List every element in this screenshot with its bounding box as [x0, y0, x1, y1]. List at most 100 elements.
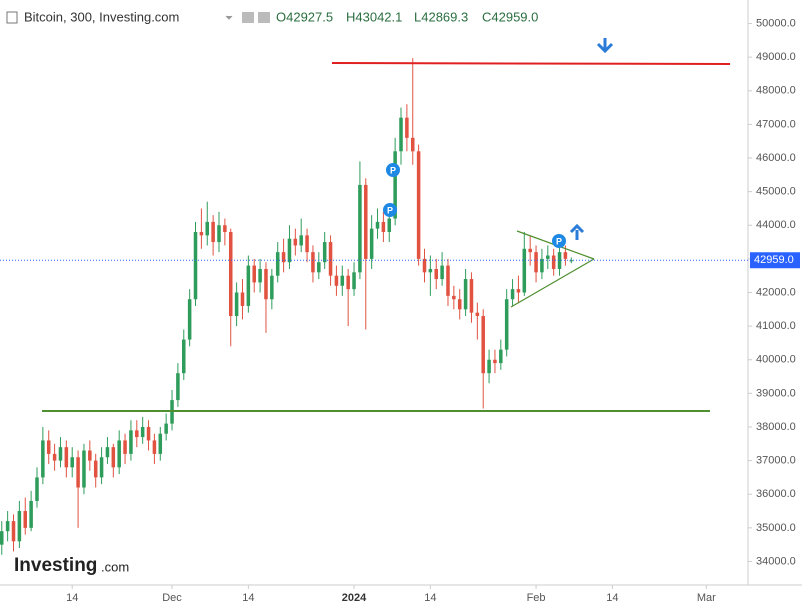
candle-body [393, 151, 397, 219]
y-tick-label: 44000.0 [756, 219, 796, 231]
ohlc-high: H43042.1 [346, 9, 402, 24]
candle-body [369, 228, 374, 259]
plot-area [0, 58, 574, 555]
candle-body [234, 292, 239, 317]
arrow-down [596, 38, 614, 54]
candle-body [17, 511, 22, 542]
candle-body [381, 221, 386, 232]
candle-body [399, 117, 403, 152]
resistance-line [331, 62, 731, 65]
candle-body [29, 500, 33, 528]
candle-body [246, 265, 251, 306]
close-icon[interactable] [258, 12, 270, 23]
candle-body [228, 231, 233, 317]
last-price-label: 42959.0 [754, 254, 794, 266]
y-tick-label: 47000.0 [756, 118, 796, 130]
candle-body [111, 447, 116, 468]
collapse-icon[interactable] [6, 11, 18, 24]
candle-body [487, 359, 491, 374]
candle-body [311, 252, 315, 273]
candle-body [563, 252, 568, 259]
candle-body [140, 426, 145, 438]
y-tick-label: 41000.0 [756, 320, 796, 332]
y-tick-label: 48000.0 [756, 85, 796, 97]
candle-body [499, 349, 503, 364]
candle-body [557, 252, 562, 269]
settings-icon[interactable] [242, 12, 254, 23]
y-tick-label: 39000.0 [756, 387, 796, 399]
y-tick-label: 45000.0 [756, 186, 796, 198]
chart-title: Bitcoin, 300, Investing.com [24, 9, 179, 24]
x-tick-label: 14 [606, 592, 618, 604]
candle-body [322, 242, 327, 263]
candle-body [82, 450, 86, 488]
candle-body [358, 184, 362, 273]
candle-body [146, 426, 151, 441]
candle-body [504, 299, 509, 350]
candle-body [123, 440, 127, 454]
y-tick-label: 46000.0 [756, 152, 796, 164]
candle-body [58, 447, 63, 461]
candle-body [270, 275, 274, 300]
candle-body [405, 117, 409, 138]
candle-body [70, 457, 74, 468]
candle-body [493, 359, 497, 364]
candle-body [35, 477, 39, 501]
candle-body [182, 339, 186, 374]
candle-body [23, 511, 28, 528]
candle-body [205, 221, 210, 236]
candle-body [176, 373, 180, 401]
candle-body [76, 457, 80, 488]
candle-body [569, 260, 574, 262]
candle-body [551, 255, 556, 269]
candle-body [187, 299, 192, 340]
x-tick-label: Mar [697, 592, 716, 604]
candle-body [258, 268, 262, 283]
marker-icon [552, 234, 566, 248]
dropdown-caret[interactable] [225, 15, 233, 20]
candle-body [305, 235, 309, 253]
candle-body [446, 265, 450, 296]
candle-body [281, 252, 286, 263]
candle-body [0, 531, 4, 545]
candle-body [193, 231, 198, 300]
candle-body [211, 221, 215, 243]
candle-body [287, 238, 292, 263]
candle-body [93, 460, 98, 478]
x-tick-label: Feb [527, 592, 546, 604]
candle-body [522, 248, 527, 293]
candle-body [88, 450, 92, 461]
candle-body [434, 268, 438, 280]
marker-label: P [556, 236, 562, 246]
candle-body [481, 316, 485, 374]
last-price-box [750, 252, 800, 269]
y-tick-label: 38000.0 [756, 421, 796, 433]
candle-body [440, 265, 444, 280]
candle-body [340, 275, 345, 286]
candle-body [334, 275, 339, 286]
candle-body [293, 238, 298, 246]
candle-body [317, 262, 321, 273]
candle-body [223, 225, 227, 232]
ohlc-open: O42927.5 [276, 9, 333, 24]
candle-body [457, 299, 462, 310]
marker-icon [386, 163, 400, 177]
brand-name: Investing [14, 555, 97, 576]
candle-body [252, 265, 256, 283]
candle-body [534, 252, 538, 273]
candle-body [152, 440, 157, 454]
candle-body [135, 430, 139, 438]
candle-body [164, 423, 168, 434]
candle-body [41, 440, 45, 478]
y-tick-label: 42000.0 [756, 286, 796, 298]
x-tick-label: 14 [66, 592, 78, 604]
candle-body [105, 447, 110, 458]
candle-body [217, 225, 221, 243]
candle-body [46, 440, 51, 454]
candle-body [410, 137, 415, 152]
candle-body [299, 235, 303, 246]
candle-body [64, 447, 69, 468]
candle-body [158, 433, 163, 454]
x-tick-label: 14 [424, 592, 436, 604]
